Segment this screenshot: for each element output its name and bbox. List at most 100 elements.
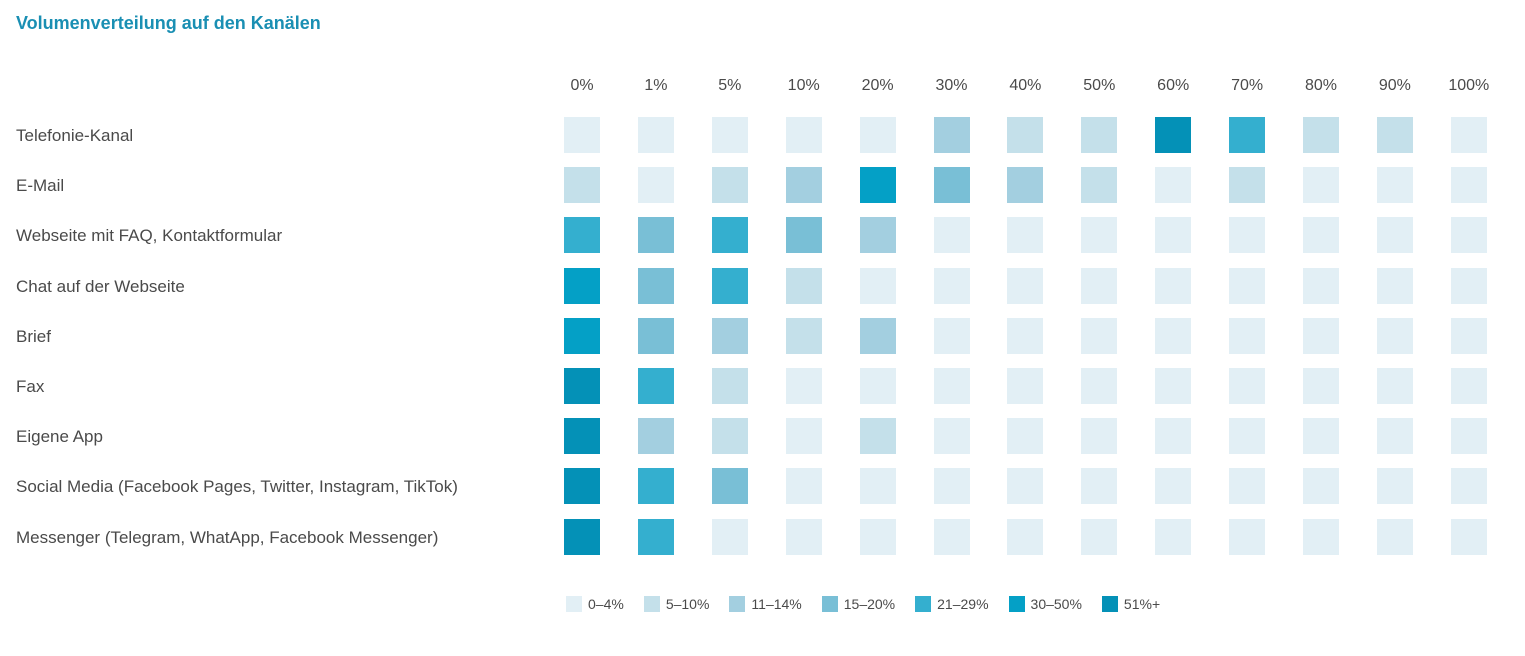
legend-swatch [1101,596,1118,612]
legend-swatch [915,596,932,612]
heatmap-cell [1450,267,1487,304]
heatmap-cell [637,518,674,555]
heatmap-cell [564,468,600,505]
heatmap-cell [933,317,970,354]
row-label: Social Media (Facebook Pages, Twitter, I… [16,477,458,497]
heatmap-cell [637,418,674,455]
legend-item: 51%+ [1101,596,1161,612]
legend-label: 5–10% [665,596,710,612]
legend-item: 5–10% [643,596,710,612]
heatmap-cell [933,468,970,505]
heatmap-cell [1007,317,1044,354]
heatmap-cell [637,117,674,153]
heatmap-cell [564,167,600,204]
heatmap-cell [637,317,674,354]
heatmap-cell [1229,167,1266,204]
heatmap-cell [637,167,674,204]
row-label: Chat auf der Webseite [16,276,185,296]
heatmap-cell [1450,167,1487,204]
heatmap-cell [637,368,674,404]
heatmap-cell [1376,368,1413,404]
heatmap-cell [711,418,748,455]
heatmap-cell [711,167,748,204]
heatmap-cell [1229,317,1266,354]
column-label: 10% [787,77,820,94]
row-label: Fax [16,377,45,396]
heatmap-cell [859,217,896,254]
heatmap-cell [933,217,970,254]
heatmap-cell [637,217,674,254]
column-label: 20% [861,77,894,94]
heatmap-cell [859,418,896,455]
heatmap-cell [785,418,822,455]
heatmap-cell [1007,217,1044,254]
heatmap-cell [1303,518,1339,555]
row-label: Messenger (Telegram, WhatApp, Facebook M… [16,527,439,547]
heatmap-cell [933,117,970,153]
heatmap-cell [1376,317,1413,354]
column-label: 50% [1083,77,1116,94]
heatmap-cell [711,117,748,153]
heatmap-cell [1376,418,1413,455]
heatmap-cell [859,518,896,555]
legend-swatch [566,596,582,612]
heatmap-cell [859,368,896,404]
legend-label: 0–4% [588,596,624,612]
heatmap-cell [933,368,970,404]
heatmap-cell [564,418,600,455]
heatmap-cell [1376,167,1413,204]
heatmap-cell [1155,217,1192,254]
heatmap-cell [1376,117,1413,153]
heatmap-cell [1229,217,1266,254]
heatmap-cell [1376,267,1413,304]
heatmap-cell [1303,468,1339,505]
heatmap-cell [1155,368,1192,404]
column-label: 1% [644,77,668,94]
heatmap-cell [1303,117,1339,153]
legend-swatch [1008,596,1025,612]
legend-label: 51%+ [1123,596,1161,612]
legend-swatch [643,596,660,612]
legend: 0–4% 5–10% 11–14% 15–20% 21–29% 30–50% 51%+ [566,596,1180,612]
heatmap-cell [1450,518,1487,555]
legend-swatch [821,596,838,612]
heatmap-cell [564,368,600,404]
column-label: 100% [1448,77,1490,94]
heatmap-cell [637,267,674,304]
heatmap-cell [1081,117,1118,153]
heatmap-cell [564,117,600,153]
heatmap-cell [1303,267,1339,304]
legend-item: 21–29% [915,596,989,612]
heatmap-cell [1007,468,1044,505]
column-label: 90% [1378,77,1411,94]
legend-item: 30–50% [1008,596,1082,612]
heatmap-cell [1081,217,1118,254]
column-label: 5% [718,77,742,94]
heatmap-cell [1081,317,1118,354]
heatmap-cell [564,267,600,304]
heatmap-cell [1229,518,1266,555]
heatmap-cell [564,217,600,254]
column-label: 80% [1304,77,1338,94]
heatmap-cell [711,468,748,505]
heatmap-cell [1303,368,1339,404]
heatmap-cell [1007,418,1044,455]
heatmap-cell [1007,117,1044,153]
heatmap-cell [1229,468,1266,505]
heatmap-cell [711,368,748,404]
legend-swatch [729,596,746,612]
heatmap-cell [1081,368,1118,404]
heatmap-cell [785,167,822,204]
heatmap-cell [637,468,674,505]
legend-label: 11–14% [751,596,802,612]
heatmap-cell [1081,418,1118,455]
heatmap-cell [1450,117,1487,153]
heatmap-cell [564,518,600,555]
heatmap-cell [859,468,896,505]
legend-item: 15–20% [821,596,895,612]
heatmap-cell [1007,368,1044,404]
heatmap-cell [1155,117,1192,153]
heatmap-cell [1155,267,1192,304]
heatmap-cell [1155,418,1192,455]
heatmap-cell [711,217,748,254]
